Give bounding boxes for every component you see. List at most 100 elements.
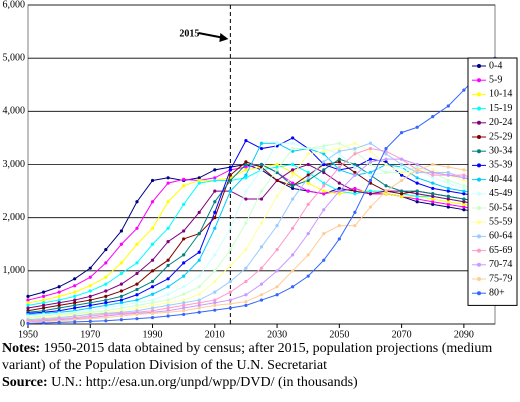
data-point xyxy=(384,157,388,161)
data-point xyxy=(26,306,30,310)
data-point xyxy=(166,226,170,230)
y-tick-label: 0 xyxy=(20,318,25,329)
data-point xyxy=(368,205,373,209)
data-point xyxy=(322,181,326,185)
legend-label: 75-79 xyxy=(489,273,512,284)
data-point xyxy=(228,302,232,306)
data-point xyxy=(104,261,108,265)
legend-marker xyxy=(477,135,481,139)
data-point xyxy=(41,301,46,305)
data-point xyxy=(88,301,92,305)
data-point xyxy=(73,298,77,302)
data-point xyxy=(291,197,295,201)
data-point xyxy=(322,162,326,167)
data-point xyxy=(368,149,373,153)
data-point xyxy=(322,232,326,236)
y-tick-label: 6,000 xyxy=(3,0,26,10)
data-point xyxy=(306,152,310,156)
data-point xyxy=(213,308,217,312)
data-point xyxy=(259,168,264,172)
data-point xyxy=(259,162,264,167)
data-point xyxy=(384,184,388,188)
data-point xyxy=(182,312,186,317)
data-point xyxy=(57,298,61,302)
data-point xyxy=(104,294,108,298)
data-point xyxy=(213,298,217,302)
data-point xyxy=(337,165,341,169)
data-point xyxy=(291,181,295,185)
data-point xyxy=(368,192,373,196)
data-point xyxy=(384,192,388,196)
data-point xyxy=(431,197,435,201)
data-point xyxy=(322,208,326,212)
data-point xyxy=(88,289,92,293)
data-point xyxy=(57,294,61,298)
data-point xyxy=(135,282,139,286)
data-point xyxy=(150,258,155,262)
data-point xyxy=(182,177,186,181)
data-point xyxy=(119,242,123,246)
legend-marker xyxy=(477,92,481,97)
data-point xyxy=(213,216,217,220)
data-point xyxy=(73,284,77,288)
data-point xyxy=(353,173,357,177)
data-point xyxy=(400,157,404,161)
data-point xyxy=(213,290,217,294)
data-point xyxy=(446,165,450,169)
legend-label: 5-9 xyxy=(489,74,502,85)
legend-label: 80+ xyxy=(489,287,505,298)
legend-marker xyxy=(477,177,481,182)
data-point xyxy=(322,146,326,151)
data-point xyxy=(462,88,466,92)
y-tick-label: 3,000 xyxy=(3,159,26,170)
data-point xyxy=(150,292,155,296)
data-point xyxy=(431,200,435,204)
data-point xyxy=(462,176,466,180)
data-point xyxy=(150,269,155,273)
data-point xyxy=(228,298,232,302)
data-point xyxy=(26,298,30,302)
data-point xyxy=(135,293,139,297)
data-point xyxy=(275,269,279,273)
data-point xyxy=(197,210,201,214)
data-point xyxy=(353,170,357,175)
legend-label: 0-4 xyxy=(489,60,502,71)
data-point xyxy=(400,189,404,193)
data-point xyxy=(182,306,186,310)
data-point xyxy=(275,293,279,297)
legend-label: 45-49 xyxy=(489,188,512,199)
data-point xyxy=(166,298,170,302)
data-point xyxy=(135,271,139,276)
data-point xyxy=(182,274,186,278)
data-point xyxy=(462,186,466,191)
data-point xyxy=(244,279,248,284)
data-point xyxy=(135,303,139,307)
legend-marker xyxy=(477,277,481,281)
data-point xyxy=(244,160,248,164)
data-point xyxy=(119,306,123,310)
data-point xyxy=(150,303,155,307)
data-point xyxy=(384,152,388,156)
data-point xyxy=(150,242,155,246)
data-point xyxy=(119,289,123,293)
legend-marker xyxy=(477,291,481,296)
data-point xyxy=(104,306,108,310)
data-point xyxy=(431,202,435,206)
data-point xyxy=(337,152,341,156)
data-point xyxy=(244,176,248,180)
data-point xyxy=(166,285,170,289)
legend-label: 30-34 xyxy=(489,145,512,156)
chart: 0 1,000 2,000 3,000 4,000 5,000 6,000 1950 1970 1… xyxy=(3,0,518,340)
data-point xyxy=(275,168,279,172)
data-point xyxy=(275,162,279,167)
data-point xyxy=(119,271,123,276)
data-point xyxy=(337,149,341,153)
legend-marker xyxy=(477,248,481,253)
data-point xyxy=(135,261,139,265)
y-tick-label: 4,000 xyxy=(3,106,26,117)
data-point xyxy=(182,303,186,307)
data-point xyxy=(119,282,123,286)
data-point xyxy=(166,277,170,281)
x-tick-label: 2030 xyxy=(267,329,287,340)
data-point xyxy=(337,189,341,193)
